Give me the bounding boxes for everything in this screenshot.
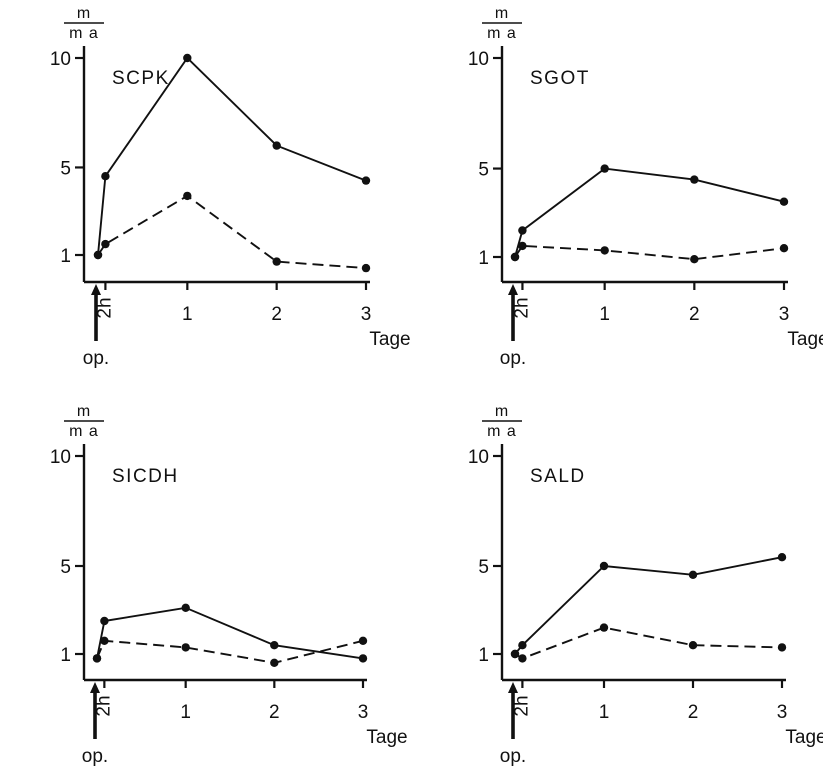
scpk-solid-data-point <box>272 141 281 150</box>
scpk-solid-data-point <box>361 176 371 185</box>
sicdh-unit-denominator: m a <box>69 423 99 440</box>
sicdh-solid-data-point <box>181 603 190 612</box>
scpk-dashed-data-point <box>93 250 103 260</box>
scpk-x-tick-label: 3 <box>361 304 372 325</box>
scpk-x-tick-label: 2 <box>271 304 282 325</box>
sald-y-tick-label: 1 <box>478 645 489 666</box>
sald-y-tick-label: 5 <box>478 557 489 578</box>
scpk-dashed-data-point <box>183 191 192 201</box>
sald-unit-denominator: m a <box>487 423 517 440</box>
scpk-panel: m m a 1 5 10 2h 1 2 3 Tage op. SCPK <box>50 5 411 369</box>
sicdh-solid-data-point <box>358 654 368 663</box>
scpk-x-unit-label: Tage <box>369 329 410 350</box>
sicdh-dashed-series-line <box>96 639 364 664</box>
sgot-y-tick-label: 5 <box>478 160 489 181</box>
sald-solid-data-point <box>688 570 698 579</box>
sicdh-solid-data-point <box>100 616 109 626</box>
sgot-panel: m m a 1 5 10 2h 1 2 3 Tage op. SGOT <box>468 5 823 369</box>
sald-x-tick-label: 2 <box>688 702 699 723</box>
scpk-y-tick-label: 10 <box>50 49 71 70</box>
sicdh-x-tick-label: 2h <box>93 695 114 716</box>
scpk-op-label: op. <box>83 348 109 369</box>
sald-op-label: op. <box>500 746 526 767</box>
sicdh-op-arrow-icon <box>90 682 100 693</box>
sgot-dashed-data-point <box>779 244 789 253</box>
sicdh-unit-numerator: m <box>77 403 91 420</box>
sgot-dashed-series-line <box>514 244 785 261</box>
scpk-x-tick-label: 1 <box>182 304 193 325</box>
sald-panel: m m a 1 5 10 2h 1 2 3 Tage op. SALD <box>468 403 823 767</box>
sgot-op-arrow-icon <box>508 284 518 295</box>
sgot-x-tick-label: 1 <box>599 304 610 325</box>
scpk-dashed-data-point <box>101 239 110 249</box>
sald-x-unit-label: Tage <box>785 727 823 748</box>
sicdh-panel: m m a 1 5 10 2h 1 2 3 Tage op. SICDH <box>50 403 408 767</box>
sald-dashed-data-point <box>777 643 787 652</box>
sicdh-op-label: op. <box>82 746 108 767</box>
scpk-unit-denominator: m a <box>69 25 99 42</box>
sgot-solid-data-point <box>779 197 789 206</box>
sgot-x-tick-label: 2 <box>689 304 700 325</box>
sicdh-x-unit-label: Tage <box>366 727 407 748</box>
sgot-solid-data-point <box>690 175 699 184</box>
sgot-op-label: op. <box>500 348 526 369</box>
sgot-unit-denominator: m a <box>487 25 517 42</box>
sald-dashed-data-point <box>599 623 609 632</box>
sicdh-y-tick-label: 1 <box>60 645 71 666</box>
sald-dashed-data-point <box>688 641 698 650</box>
sgot-y-tick-label: 1 <box>478 248 489 269</box>
sald-dashed-series-line <box>514 626 783 660</box>
sgot-dashed-data-point <box>600 246 609 255</box>
sald-solid-data-point <box>777 553 787 562</box>
sald-x-tick-label: 1 <box>599 702 610 723</box>
scpk-solid-data-point <box>101 172 110 181</box>
sgot-dashed-data-point <box>690 255 699 264</box>
sald-dashed-data-point <box>510 649 520 659</box>
sald-dashed-data-point <box>518 654 527 663</box>
sald-solid-series-line <box>514 556 783 655</box>
sald-unit-numerator: m <box>495 403 509 420</box>
sicdh-dashed-data-point <box>270 658 279 667</box>
sgot-x-unit-label: Tage <box>787 329 823 350</box>
scpk-dashed-data-point <box>272 257 281 266</box>
sicdh-solid-data-point <box>270 641 279 650</box>
sicdh-x-tick-label: 1 <box>180 702 191 723</box>
sgot-solid-data-point <box>600 164 609 173</box>
sicdh-dashed-data-point <box>358 636 368 645</box>
sald-title: SALD <box>530 466 586 487</box>
sicdh-dashed-data-point <box>181 643 190 652</box>
scpk-unit-numerator: m <box>77 5 91 22</box>
sald-x-tick-label: 3 <box>777 702 788 723</box>
scpk-dashed-data-point <box>361 263 371 273</box>
sgot-unit-numerator: m <box>495 5 509 22</box>
scpk-solid-data-point <box>183 53 192 63</box>
sald-solid-data-point <box>599 561 609 571</box>
sicdh-dashed-data-point <box>100 636 109 645</box>
scpk-op-arrow-icon <box>91 284 101 295</box>
sicdh-x-tick-label: 3 <box>358 702 369 723</box>
sgot-title: SGOT <box>530 68 590 89</box>
sicdh-dashed-data-point <box>92 654 102 663</box>
sgot-solid-data-point <box>518 226 527 235</box>
sgot-y-tick-label: 10 <box>468 49 489 70</box>
sald-solid-data-point <box>518 641 527 650</box>
sicdh-y-tick-label: 10 <box>50 447 71 468</box>
scpk-y-tick-label: 5 <box>60 158 71 179</box>
scpk-dashed-series-line <box>97 194 367 270</box>
sgot-solid-series-line <box>514 167 785 258</box>
sald-x-tick-label: 2h <box>511 695 532 716</box>
sald-y-tick-label: 10 <box>468 447 489 468</box>
sgot-x-tick-label: 2h <box>511 297 532 318</box>
sald-op-arrow-icon <box>508 682 518 693</box>
sgot-dashed-data-point <box>510 252 520 262</box>
sgot-dashed-data-point <box>518 241 527 251</box>
scpk-title: SCPK <box>112 68 170 89</box>
sicdh-x-tick-label: 2 <box>269 702 280 723</box>
scpk-y-tick-label: 1 <box>60 246 71 267</box>
sgot-x-tick-label: 3 <box>779 304 790 325</box>
scpk-x-tick-label: 2h <box>94 297 115 318</box>
sicdh-title: SICDH <box>112 466 179 487</box>
sicdh-y-tick-label: 5 <box>60 557 71 578</box>
